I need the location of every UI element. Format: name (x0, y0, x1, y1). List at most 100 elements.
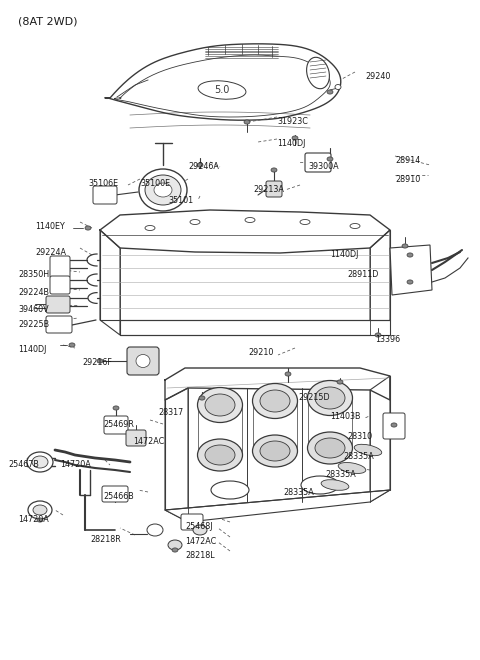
FancyBboxPatch shape (50, 276, 70, 294)
Ellipse shape (244, 120, 250, 124)
Ellipse shape (308, 381, 352, 416)
Ellipse shape (260, 441, 290, 461)
Ellipse shape (402, 244, 408, 248)
Ellipse shape (154, 183, 172, 197)
Polygon shape (370, 230, 390, 335)
Text: 1140DJ: 1140DJ (18, 345, 47, 354)
Text: 25466B: 25466B (103, 492, 134, 501)
FancyBboxPatch shape (305, 153, 331, 172)
Text: 39460V: 39460V (18, 305, 48, 314)
Ellipse shape (315, 438, 345, 458)
Ellipse shape (307, 57, 329, 88)
Polygon shape (390, 245, 432, 295)
Text: 28910: 28910 (395, 175, 420, 184)
Ellipse shape (85, 226, 91, 230)
Text: 39300A: 39300A (308, 162, 338, 171)
Ellipse shape (211, 481, 249, 499)
Text: 28335A: 28335A (325, 470, 356, 479)
FancyBboxPatch shape (102, 486, 128, 502)
Text: 29210: 29210 (248, 348, 274, 357)
Ellipse shape (27, 452, 53, 472)
Ellipse shape (354, 444, 382, 455)
Text: 29213A: 29213A (253, 185, 284, 194)
Polygon shape (100, 230, 120, 335)
Text: 14720A: 14720A (60, 460, 91, 469)
FancyBboxPatch shape (127, 347, 159, 375)
Text: 29224A: 29224A (35, 248, 66, 257)
Text: 28350H: 28350H (18, 270, 49, 279)
Text: 28335A: 28335A (283, 488, 314, 497)
Text: 1472AC: 1472AC (133, 437, 164, 446)
Text: 28218R: 28218R (90, 535, 121, 544)
Ellipse shape (338, 463, 366, 473)
FancyBboxPatch shape (266, 181, 282, 197)
Text: 31923C: 31923C (277, 117, 308, 126)
Ellipse shape (197, 387, 242, 422)
Text: (8AT 2WD): (8AT 2WD) (18, 17, 77, 27)
Text: 28310: 28310 (347, 432, 372, 441)
FancyBboxPatch shape (46, 296, 70, 313)
Polygon shape (120, 320, 390, 335)
Ellipse shape (335, 84, 341, 90)
Ellipse shape (252, 383, 298, 418)
Text: 25468J: 25468J (185, 522, 213, 531)
Ellipse shape (32, 456, 48, 468)
Ellipse shape (37, 518, 43, 522)
Ellipse shape (145, 175, 181, 205)
Text: 25469R: 25469R (103, 420, 134, 429)
Text: 1140DJ: 1140DJ (330, 250, 359, 259)
Ellipse shape (198, 81, 246, 99)
Ellipse shape (33, 505, 47, 515)
Text: 28335A: 28335A (343, 452, 374, 461)
Ellipse shape (136, 354, 150, 368)
FancyBboxPatch shape (104, 416, 128, 434)
Text: 1140EY: 1140EY (35, 222, 65, 231)
Text: 29215D: 29215D (298, 393, 330, 402)
Ellipse shape (97, 359, 103, 363)
FancyBboxPatch shape (383, 413, 405, 439)
Ellipse shape (205, 394, 235, 416)
Text: 13396: 13396 (375, 335, 400, 344)
FancyBboxPatch shape (181, 514, 203, 530)
Ellipse shape (168, 540, 182, 550)
Text: 29246A: 29246A (188, 162, 219, 171)
Ellipse shape (245, 218, 255, 222)
Text: 1472AC: 1472AC (185, 537, 216, 546)
Ellipse shape (172, 548, 178, 552)
Ellipse shape (190, 220, 200, 224)
Text: 29224B: 29224B (18, 288, 49, 297)
Ellipse shape (69, 343, 75, 347)
Text: 28218L: 28218L (185, 551, 215, 560)
Ellipse shape (193, 525, 207, 535)
Polygon shape (165, 388, 188, 522)
Text: 28911D: 28911D (347, 270, 378, 279)
Ellipse shape (315, 387, 345, 409)
Ellipse shape (327, 157, 333, 161)
Ellipse shape (199, 396, 205, 400)
Text: 5.0: 5.0 (214, 85, 230, 95)
Ellipse shape (197, 163, 203, 167)
Ellipse shape (147, 524, 163, 536)
Text: 35106E: 35106E (88, 179, 118, 188)
Ellipse shape (350, 224, 360, 228)
Text: 28914: 28914 (395, 156, 420, 165)
Ellipse shape (375, 333, 381, 337)
Ellipse shape (271, 168, 277, 172)
Ellipse shape (327, 90, 333, 94)
Ellipse shape (205, 445, 235, 465)
Text: 35101: 35101 (168, 196, 193, 205)
Ellipse shape (285, 372, 291, 376)
Text: 14720A: 14720A (18, 515, 49, 524)
Text: 35100E: 35100E (140, 179, 170, 188)
Ellipse shape (407, 253, 413, 257)
Ellipse shape (252, 435, 298, 467)
Ellipse shape (337, 380, 343, 384)
Text: 25467B: 25467B (8, 460, 39, 469)
Text: 29216F: 29216F (82, 358, 112, 367)
Ellipse shape (292, 136, 298, 140)
Polygon shape (105, 44, 341, 120)
FancyBboxPatch shape (50, 256, 70, 278)
Text: 29240: 29240 (365, 72, 390, 81)
Ellipse shape (113, 406, 119, 410)
Ellipse shape (321, 480, 349, 490)
